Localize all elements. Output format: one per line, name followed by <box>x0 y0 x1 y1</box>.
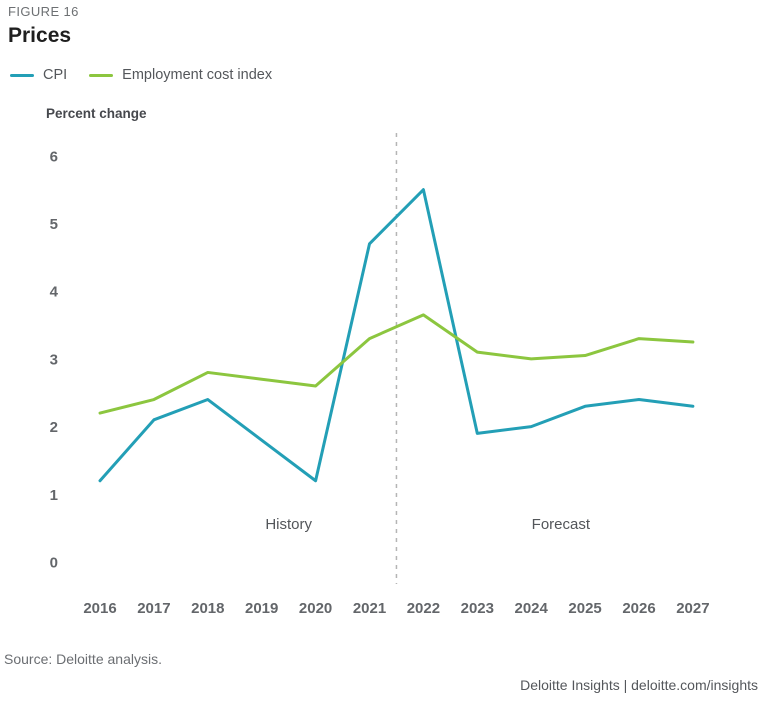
eci-line-swatch-icon <box>89 73 114 77</box>
source-note: Source: Deloitte analysis. <box>4 651 162 667</box>
figure-eyebrow: FIGURE 16 <box>8 4 79 19</box>
cpi-line-swatch-icon <box>10 73 34 77</box>
legend-label-eci: Employment cost index <box>122 67 273 83</box>
y-tick-label: 1 <box>50 487 58 504</box>
x-tick-label: 2025 <box>568 600 601 617</box>
y-tick-label: 2 <box>50 419 58 436</box>
cpi-line <box>98 188 695 483</box>
x-tick-label: 2017 <box>137 600 170 617</box>
x-tick-label: 2022 <box>407 600 440 617</box>
x-tick-label: 2016 <box>83 600 116 617</box>
y-tick-label: 3 <box>50 351 58 368</box>
eci-line <box>98 313 695 415</box>
figure-title: Prices <box>8 24 72 47</box>
x-tick-label: 2021 <box>353 600 386 617</box>
legend-item-eci: Employment cost index <box>89 67 272 83</box>
y-tick-label: 6 <box>50 148 58 165</box>
legend-label-cpi: CPI <box>43 67 68 83</box>
x-tick-label: 2024 <box>515 600 549 617</box>
x-tick-label: 2020 <box>299 600 332 617</box>
legend-item-cpi: CPI <box>10 67 67 83</box>
y-axis-title: Percent change <box>46 106 147 121</box>
x-tick-label: 2023 <box>461 600 494 617</box>
y-tick-label: 5 <box>50 216 58 233</box>
x-tick-label: 2027 <box>676 600 709 617</box>
x-tick-label: 2026 <box>622 600 655 617</box>
footer-branding: Deloitte Insights | deloitte.com/insight… <box>520 677 758 693</box>
history-annotation: History <box>265 516 312 533</box>
x-tick-label: 2018 <box>191 600 224 617</box>
forecast-annotation: Forecast <box>532 516 591 533</box>
y-tick-label: 4 <box>50 284 59 301</box>
y-tick-label: 0 <box>50 555 58 572</box>
x-tick-label: 2019 <box>245 600 278 617</box>
chart-legend: CPI Employment cost index <box>10 67 294 83</box>
